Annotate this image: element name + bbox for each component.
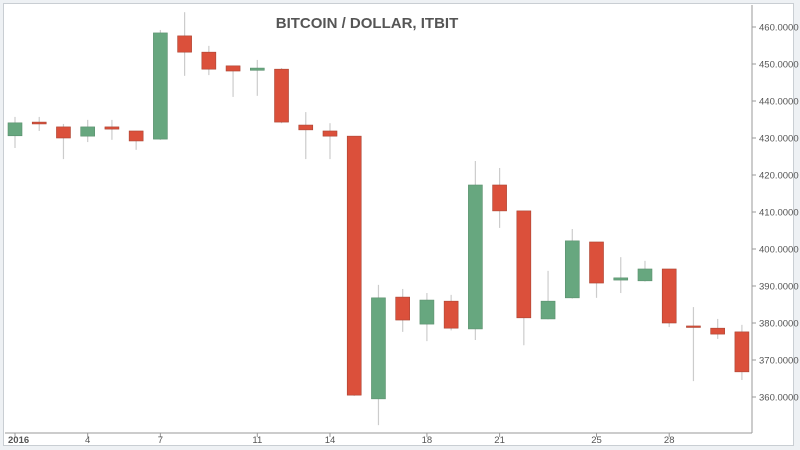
candle-9 [201,45,217,76]
candle-4 [80,119,95,143]
candle-body [637,268,653,282]
candle-body [516,210,532,319]
candle-11 [250,59,265,96]
x-tick-label: 2016 [8,435,29,446]
candle-body [710,327,725,335]
candle-body [31,121,47,125]
y-tick-label: 430.0000 [759,134,799,145]
candle-3 [56,123,71,160]
candle-body [613,277,629,281]
candle-21 [492,167,507,228]
y-tick-label: 450.0000 [759,60,799,71]
y-tick-label: 390.0000 [759,282,799,293]
candle-body [589,241,604,284]
candle-body [128,130,144,142]
candle-body [177,35,192,53]
candle-15 [346,135,362,396]
chart-frame [3,3,794,446]
x-tick-label: 4 [85,435,90,446]
candle-24 [564,229,580,299]
candle-17 [395,288,410,332]
x-tick-label: 7 [158,435,163,446]
candle-body [395,296,410,321]
candle-12 [274,68,289,124]
candle-body [153,32,168,140]
candle-14 [322,123,338,160]
candle-13 [298,112,314,160]
candle-body [104,126,120,130]
candle-body [540,300,556,320]
chart-title: BITCOIN / DOLLAR, ITBIT [276,15,458,32]
candle-body [225,65,241,72]
candle-body [492,184,507,212]
candle-26 [613,257,629,294]
candle-body [298,124,314,131]
candle-body [274,68,289,123]
x-tick-label: 25 [591,435,602,446]
candle-body [419,299,435,325]
y-tick-label: 460.0000 [759,23,799,34]
candle-body [686,325,701,328]
candle-18 [419,293,435,342]
x-tick-label: 28 [664,435,675,446]
candle-31 [734,324,750,380]
y-tick-label: 410.0000 [759,208,799,219]
candles-group [7,12,750,426]
candle-body [661,268,677,324]
y-tick-label: 360.0000 [759,393,799,404]
candle-8 [177,12,192,76]
candle-29 [686,307,701,382]
candle-5 [104,119,120,140]
x-axis-ticks: 2016 4 7 11 14 18 21 25 28 [8,433,674,446]
candle-23 [540,270,556,320]
y-tick-label: 440.0000 [759,97,799,108]
x-tick-label: 21 [494,435,505,446]
candle-body [371,297,386,400]
candle-25 [589,241,604,298]
candle-28 [661,268,677,328]
candle-7 [153,29,168,140]
candle-20 [468,160,483,341]
candle-16 [371,284,386,426]
candle-body [7,122,23,137]
candle-body [56,126,71,139]
y-tick-label: 420.0000 [759,171,799,182]
candle-22 [516,210,532,346]
candle-body [734,331,750,373]
candle-body [346,135,362,396]
candle-2 [31,116,47,131]
candle-body [80,126,95,137]
y-tick-label: 370.0000 [759,356,799,367]
candle-10 [225,65,241,97]
y-tick-label: 400.0000 [759,245,799,256]
candle-body [468,184,483,330]
candle-body [443,300,459,329]
candle-6 [128,130,144,150]
y-tick-label: 380.0000 [759,319,799,330]
candle-27 [637,260,653,282]
candle-30 [710,318,725,339]
x-tick-label: 14 [325,435,336,446]
candle-body [201,51,217,70]
candle-body [564,240,580,299]
candle-body [322,130,338,137]
y-axis-ticks: 360.0000 370.0000 380.0000 390.0000 400.0000… [752,23,799,404]
x-tick-label: 11 [252,435,262,446]
candle-1 [7,116,23,148]
candle-19 [443,294,459,331]
candle-body [250,67,265,71]
x-tick-label: 18 [422,435,433,446]
